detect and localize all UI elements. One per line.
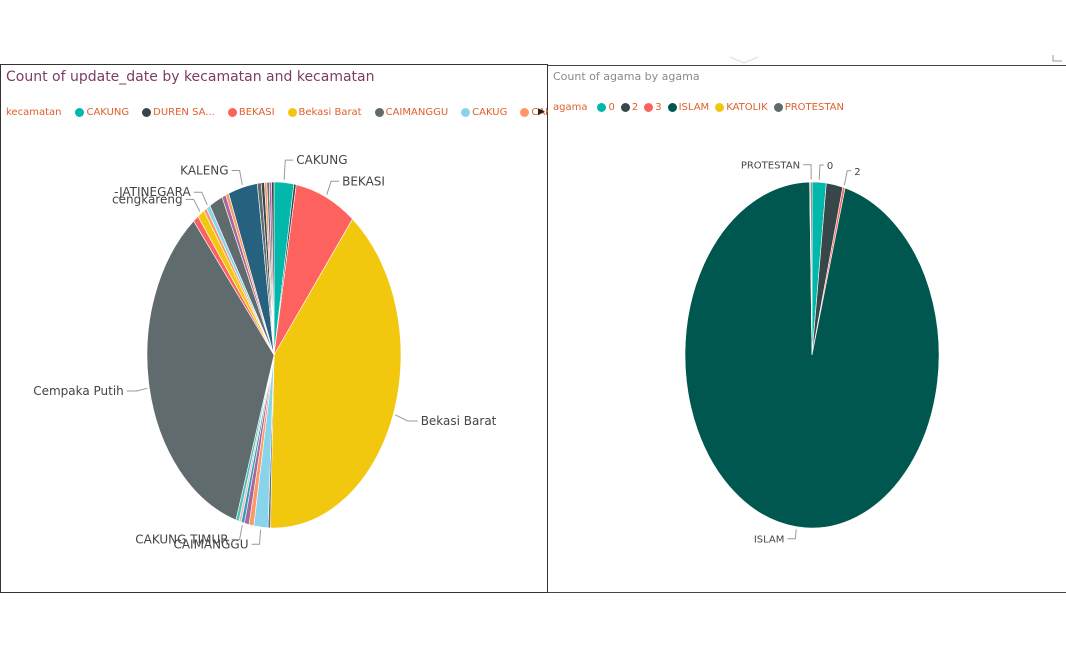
legend-marker [667,103,677,112]
data-label: Bekasi Barat [421,414,497,428]
legend-label: CAKUNG [86,107,130,118]
data-label: KALENG [180,164,228,178]
pie-chart: 0 2 ISLAM PROTESTAN [684,161,940,546]
legend-marker [620,103,630,112]
legend-item[interactable]: BEKASI [227,107,275,118]
legend-label: BEKASI [238,107,275,118]
leader-line [394,414,418,422]
focus-mode-icon[interactable] [1052,54,1064,64]
legend-label: KATOLIK [726,102,768,113]
leader-line [231,170,243,185]
data-label: 2 [854,167,860,178]
leader-line [193,191,208,206]
leader-line [126,387,148,392]
pie-chart-agama-visual[interactable]: Count of agama by agama agama 0 2 3 ISLAM KA… [548,65,1066,593]
legend-item[interactable]: Bekasi Barat [287,107,362,118]
data-label: CAKUNG [296,153,347,167]
legend-label: 0 [608,102,615,113]
leader-line [326,180,340,195]
data-label: ISLAM [754,535,785,546]
pie-slice[interactable] [271,181,275,356]
legend-label: 2 [631,102,639,113]
legend-marker [287,108,297,117]
legend-marker [227,108,237,117]
legend-label: PROTESTAN [784,102,844,113]
leader-line [803,164,812,180]
legend-label: DUREN SA... [153,107,215,118]
legend-title: kecamatan [6,107,62,118]
pie-slice[interactable] [270,218,402,529]
legend-marker [374,108,384,117]
leader-line [185,198,201,212]
legend-label: ISLAM [678,102,710,113]
data-label: 0 [827,161,833,172]
legend-item[interactable]: ISLAM [667,102,710,113]
leader-line [787,529,797,540]
legend-marker [75,108,85,117]
data-label: Cempaka Putih [33,384,124,398]
legend-label: CAKUG [472,107,508,118]
pie-chart: CAKUNG BEKASI Bekasi Barat CAIMANGGUCAKUNG … [33,153,497,551]
data-label: CAIMANGGU [173,537,248,551]
data-label: BEKASI [342,174,385,188]
legend-marker [461,108,471,117]
legend-title: agama [553,102,588,113]
legend-item[interactable]: 2 [620,102,639,113]
data-label: cengkareng [112,192,183,206]
legend: agama 0 2 3 ISLAM KATOLIK PROTESTAN [553,102,850,113]
legend-item[interactable]: DUREN SA... [142,107,215,118]
legend-item[interactable]: CAKUNG [75,107,129,118]
pie-slice[interactable] [146,220,275,521]
legend-next-arrow-icon[interactable]: ▶ [538,107,545,117]
legend-label: Bekasi Barat [298,107,362,118]
leader-line [231,525,243,540]
chevron-down-icon [729,56,759,64]
legend-label: 3 [655,102,662,113]
legend-label: CAIMANGGU [385,107,449,118]
legend-item[interactable]: CAIMANGGU [374,107,449,118]
chart-title: Count of update_date by kecamatan and ke… [6,69,375,85]
legend-marker [520,108,530,117]
legend-item[interactable]: KATOLIK [715,102,768,113]
legend-item[interactable]: 0 [597,102,615,113]
legend-item[interactable]: PROTESTAN [773,102,844,113]
data-label: CAKUNG TIMUR [135,533,228,547]
legend-marker [142,108,152,117]
leader-line [283,159,294,180]
legend-marker [644,103,654,112]
legend-marker [597,103,607,112]
leader-line [843,170,852,186]
pie-chart-kecamatan-visual[interactable]: Count of update_date by kecamatan and ke… [0,64,609,593]
legend-marker [715,103,725,112]
data-label: -JATINEGARA [114,185,191,199]
chart-title: Count of agama by agama [553,70,700,83]
pie-slice[interactable] [810,181,813,356]
legend-item[interactable]: CAKUG [461,107,507,118]
leader-line [818,164,824,180]
legend-item[interactable]: 3 [644,102,662,113]
data-label: PROTESTAN [741,161,800,172]
legend-marker [773,103,783,112]
leader-line [251,529,262,545]
